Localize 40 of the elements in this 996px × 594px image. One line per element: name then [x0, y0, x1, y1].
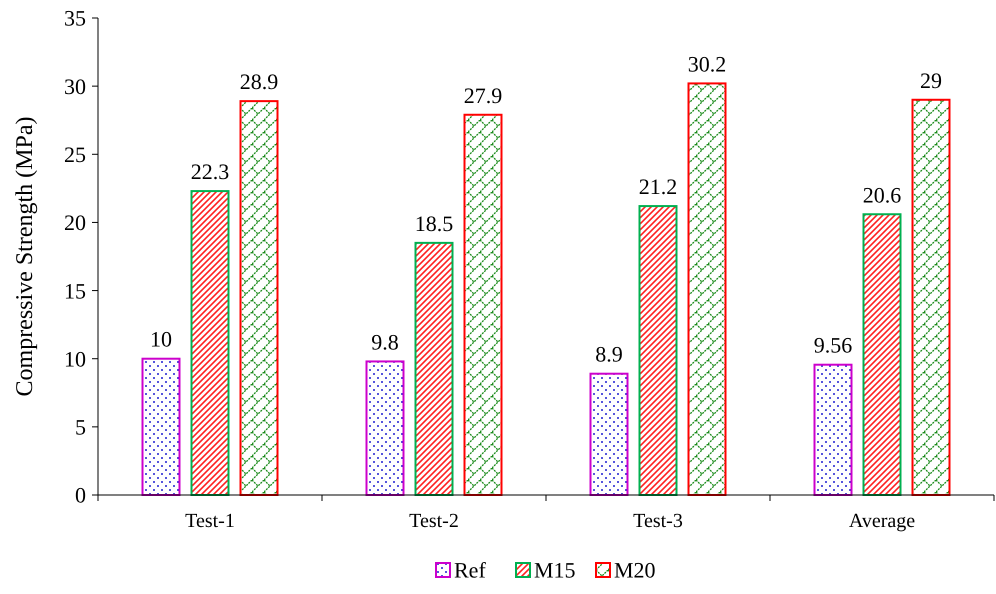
bar [590, 372, 628, 496]
bar [142, 358, 180, 496]
x-tick-label: Test-1 [185, 510, 235, 532]
data-label: 21.2 [638, 174, 678, 200]
bar [464, 114, 502, 496]
data-label: 20.6 [862, 182, 902, 208]
y-tick-label: 5 [75, 414, 86, 440]
x-tick-label: Average [848, 510, 916, 532]
bar [814, 364, 852, 496]
y-tick-label: 20 [64, 210, 86, 236]
data-label: 30.2 [688, 51, 726, 76]
bar [190, 190, 230, 496]
legend-label: M20 [614, 558, 656, 583]
y-tick-label: 30 [64, 74, 86, 99]
y-tick-label: 10 [64, 346, 86, 372]
y-tick-label: 0 [75, 482, 86, 508]
y-tick-label: 35 [64, 6, 86, 31]
x-tick-label: Test-3 [633, 510, 683, 532]
x-tick-label: Test-2 [409, 510, 459, 532]
bar [862, 213, 902, 496]
data-label: 9.56 [814, 332, 852, 358]
y-axis-title: Compressive Strength (MPa) [12, 116, 38, 396]
data-label: 28.9 [240, 69, 278, 94]
data-label: 22.3 [190, 159, 230, 184]
bar [414, 242, 454, 496]
data-label: 27.9 [464, 82, 502, 108]
bar [240, 100, 278, 496]
data-label: 18.5 [414, 210, 454, 236]
bar [912, 98, 950, 496]
y-tick-label: 25 [64, 142, 86, 167]
legend-label: Ref [454, 558, 486, 583]
legend-label: M15 [534, 558, 576, 583]
data-label: 29 [920, 68, 942, 93]
y-tick-label: 15 [64, 278, 86, 304]
bar [366, 360, 404, 496]
data-label: 10 [150, 326, 172, 352]
data-label: 9.8 [371, 329, 399, 354]
data-label: 8.9 [595, 342, 623, 367]
bar [688, 82, 726, 496]
bar [638, 205, 678, 496]
